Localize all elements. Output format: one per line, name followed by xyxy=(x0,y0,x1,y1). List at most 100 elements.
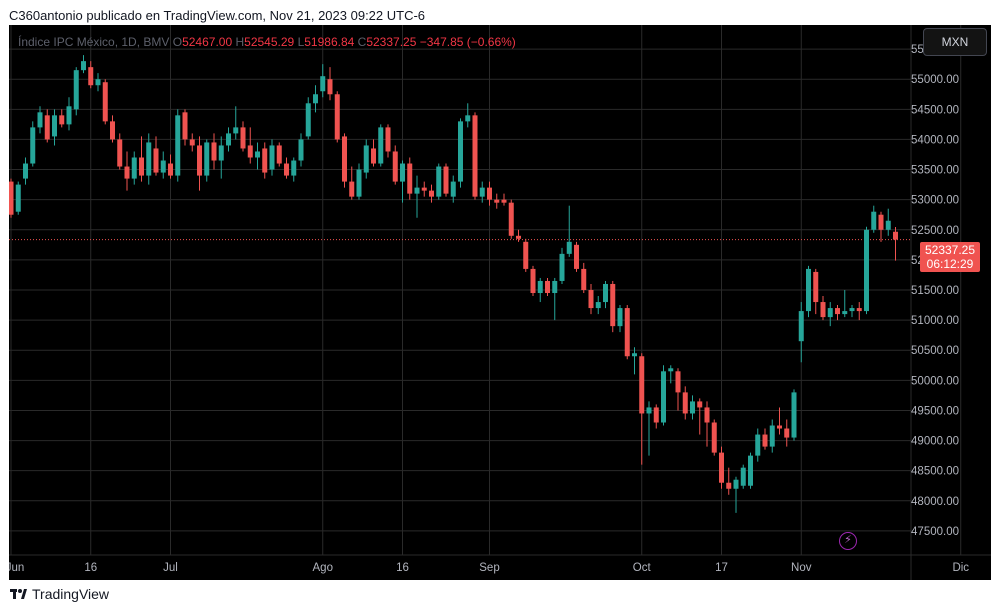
candle-body xyxy=(878,214,884,230)
candle xyxy=(784,419,790,447)
currency-button[interactable]: MXN xyxy=(923,28,987,56)
symbol-label[interactable]: Índice IPC México, 1D, BMV xyxy=(18,35,170,49)
candle xyxy=(639,353,645,465)
candle xyxy=(755,428,761,462)
candle xyxy=(247,127,253,164)
candle xyxy=(88,61,94,89)
candle xyxy=(748,452,753,489)
last-price-value: 52337.25 xyxy=(924,243,976,257)
candle-body xyxy=(66,106,72,125)
candle xyxy=(233,106,239,140)
candle xyxy=(878,211,884,242)
candle xyxy=(704,401,710,447)
candle xyxy=(777,407,782,435)
x-tick-label: Ago xyxy=(313,562,333,574)
candle-body xyxy=(537,280,543,294)
candle xyxy=(465,103,471,128)
candle xyxy=(762,428,768,450)
y-tick-label: 52500.00 xyxy=(911,225,959,237)
candle xyxy=(813,268,819,315)
x-tick-label: Dic xyxy=(952,562,969,574)
candle-body xyxy=(762,434,768,447)
candle xyxy=(81,55,86,74)
candle xyxy=(726,467,732,495)
candle xyxy=(450,175,456,203)
candle-body xyxy=(276,145,282,164)
publisher-header: C360antonio publicado en TradingView.com… xyxy=(9,8,426,23)
brand-name: TradingView xyxy=(32,586,110,602)
candle xyxy=(682,386,688,420)
candle xyxy=(211,133,217,170)
chart-panel[interactable]: 47500.00 48000.00 48500.00 49000.00 49500.00… xyxy=(9,25,991,580)
close-value: 52337.25 xyxy=(366,35,417,49)
candle-body xyxy=(777,425,782,429)
candle xyxy=(646,401,652,456)
candle xyxy=(291,157,297,182)
candle xyxy=(849,305,855,318)
candle-body xyxy=(784,428,790,438)
candle-body xyxy=(704,407,710,423)
candle-body xyxy=(95,79,101,86)
candle-body xyxy=(349,181,355,197)
candle-body xyxy=(378,127,384,164)
candle-body xyxy=(421,187,427,191)
candle xyxy=(458,118,463,188)
candle-body xyxy=(342,136,347,182)
candle xyxy=(305,97,311,140)
candle xyxy=(574,241,579,272)
ohlc-legend: Índice IPC México, 1D, BMV O52467.00 H52… xyxy=(18,35,516,49)
candle-body xyxy=(240,127,246,149)
candle-body xyxy=(218,145,224,161)
candle-body xyxy=(871,211,877,230)
candle-body xyxy=(400,163,405,182)
candle-body xyxy=(835,308,840,315)
candle xyxy=(733,476,739,513)
candle-body xyxy=(465,115,471,122)
candle-body xyxy=(175,115,181,176)
candle-body xyxy=(849,308,855,312)
candle xyxy=(595,296,601,315)
candle-body xyxy=(740,467,746,486)
footer-brand[interactable]: TradingView xyxy=(10,586,109,602)
candle xyxy=(276,142,282,167)
candle xyxy=(719,446,724,489)
bolt-icon[interactable]: ⚡ xyxy=(839,532,857,550)
candle xyxy=(226,127,231,152)
y-tick-label: 50500.00 xyxy=(911,345,959,357)
candle xyxy=(552,277,558,321)
candle-body xyxy=(211,142,217,161)
candle xyxy=(842,290,848,318)
candle-body xyxy=(356,169,362,197)
candle-body xyxy=(443,166,449,194)
candle-body xyxy=(661,371,666,423)
candle-body xyxy=(44,115,50,140)
candle-body xyxy=(226,133,231,146)
candle-body xyxy=(305,103,311,137)
candle xyxy=(175,109,181,182)
candle xyxy=(559,247,565,284)
candle-body xyxy=(574,244,579,269)
candle xyxy=(581,262,587,294)
price-axis: 47500.00 48000.00 48500.00 49000.00 49500.00… xyxy=(911,44,959,538)
open-label: O xyxy=(172,35,183,49)
candles xyxy=(9,55,898,513)
x-tick-label: Jul xyxy=(163,562,178,574)
candle-body xyxy=(617,308,623,327)
candle-body xyxy=(146,142,152,176)
candle xyxy=(131,151,137,185)
candle xyxy=(400,160,405,203)
candle-body xyxy=(269,145,275,170)
candle-body xyxy=(262,148,268,173)
candle-body xyxy=(392,151,398,182)
candle xyxy=(262,142,268,179)
candle xyxy=(885,208,891,236)
candle-body xyxy=(842,311,848,315)
candle-body xyxy=(545,280,550,294)
candle xyxy=(160,151,166,179)
candle xyxy=(537,277,543,303)
candle-body xyxy=(117,139,123,167)
candle-body xyxy=(864,229,869,312)
candlestick-chart[interactable]: 47500.00 48000.00 48500.00 49000.00 49500.00… xyxy=(9,25,991,580)
candle xyxy=(530,265,536,297)
candle xyxy=(864,226,869,315)
